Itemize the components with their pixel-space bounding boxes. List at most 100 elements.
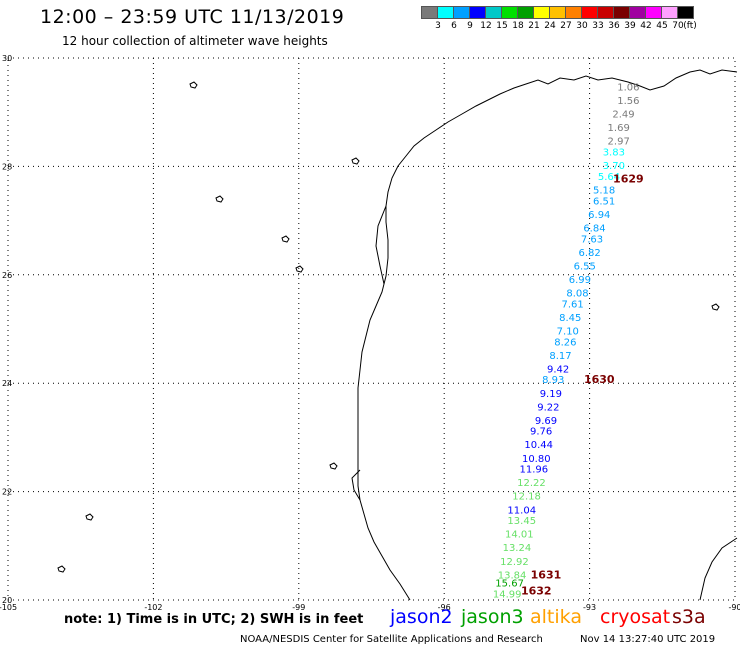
wave-height-value: 11.04 [507,505,536,516]
wave-height-value: 2.49 [612,110,634,121]
inland-water [189,81,198,89]
inland-water [215,195,224,203]
lat-label: 30 [2,54,12,63]
inland-water [85,513,94,521]
color-scale-legend: 3 6 9 12 15 18 21 24 27 30 33 36 39 42 45 70 (ft) [421,6,740,33]
wave-height-value: 8.93 [542,375,564,386]
scale-label: 9 [467,21,473,31]
track-number: 1629 [613,173,644,186]
satellite-cryosat: cryosat [600,606,671,628]
wave-height-value: 9.22 [537,402,559,413]
wave-height-value: 5.18 [593,186,615,197]
wave-height-value: 9.19 [540,389,562,400]
wave-height-value: 12.18 [512,492,541,503]
wave-height-value: 6.94 [588,210,610,221]
gulf-coastline [357,69,738,601]
lon-label: -99 [292,603,305,612]
wave-height-value: 6.84 [583,223,605,234]
scale-label: 3 [435,21,441,31]
wave-height-value: 6.51 [593,196,615,207]
satellite-jason2: jason2 [390,606,453,628]
wave-height-value: 6.82 [578,248,600,259]
scale-label: 33 [592,21,604,31]
lon-label: -105 [0,603,17,612]
scale-swatch [581,6,598,19]
scale-swatch [549,6,566,19]
track-number: 1632 [521,585,552,598]
credit-line: NOAA/NESDIS Center for Satellite Applica… [240,634,543,645]
wave-height-value: 6.99 [569,275,591,286]
lon-label: -90 [728,603,740,612]
scale-swatch [533,6,550,19]
wave-height-value: 1.69 [608,123,630,134]
scale-swatch [517,6,534,19]
lat-lon-grid [7,57,736,601]
wave-height-value: 1.06 [617,83,639,94]
wave-height-value: 12.22 [517,478,546,489]
wave-height-value: 8.08 [566,288,588,299]
inland-water [711,303,720,311]
scale-swatch [613,6,630,19]
wave-height-value: 15.67 [495,578,524,589]
wave-height-value: 12.92 [500,557,529,568]
wave-height-value: 7.63 [581,234,603,245]
scale-label: 45 [656,21,668,31]
page-title: 12:00 – 23:59 UTC 11/13/2019 [40,6,345,28]
scale-label: 24 [544,21,556,31]
wave-height-value: 9.69 [535,416,557,427]
scale-label: 12 [480,21,492,31]
wave-height-value: 3.70 [603,161,625,172]
scale-swatch [453,6,470,19]
lat-label: 20 [2,596,12,605]
inland-water [57,565,66,573]
scale-swatch [485,6,502,19]
wave-height-value: 8.26 [554,337,576,348]
generated-timestamp: Nov 14 13:27:40 UTC 2019 [580,634,716,645]
wave-height-value: 3.83 [603,148,625,159]
lon-label: -93 [583,603,596,612]
scale-swatch [501,6,518,19]
wave-height-value: 9.42 [547,364,569,375]
wave-height-value: 7.61 [562,299,584,310]
inland-water [329,462,338,470]
wave-height-observations: 1.06 1.56 2.49 1.69 2.973.83 3.705.64 5.186.51… [493,83,640,601]
wave-height-value: 6.55 [574,261,596,272]
wave-height-value: 14.99 [493,589,522,600]
scale-label: 70 [672,21,684,31]
scale-swatch [645,6,662,19]
lat-label: 28 [2,162,12,171]
axis-labels: 30 28 26 24 22 20-105 -102 -99 -96 -93 -90 [0,54,740,612]
wave-height-value: 14.01 [505,530,534,541]
lon-label: -102 [144,603,162,612]
satellite-jason3: jason3 [461,606,524,628]
inland-water [281,235,290,243]
yucatan-coast [699,537,738,601]
wave-height-value: 7.10 [557,326,579,337]
wave-height-value: 9.76 [530,427,552,438]
page-subtitle: 12 hour collection of altimeter wave hei… [62,34,328,48]
scale-swatch [661,6,678,19]
track-number: 1630 [584,373,615,386]
scale-swatch [597,6,614,19]
satellite-s3a: s3a [672,606,706,628]
scale-swatch [437,6,454,19]
scale-label: 15 [496,21,508,31]
wave-height-value: 5.64 [598,172,620,183]
wave-height-value: 13.84 [498,570,527,581]
scale-swatch [469,6,486,19]
scale-label: 42 [640,21,652,31]
footer-note: note: 1) Time is in UTC; 2) SWH is in fe… [64,612,364,627]
scale-swatch [565,6,582,19]
scale-label: 18 [512,21,524,31]
scale-label: 39 [624,21,636,31]
wave-height-value: 10.80 [522,454,551,465]
wave-height-value: 8.17 [549,351,571,362]
wave-height-value: 13.45 [507,516,536,527]
barrier-island [375,205,387,285]
lat-label: 22 [2,488,12,497]
scale-swatch [421,6,438,19]
wave-height-value: 10.44 [524,440,553,451]
scale-label: 36 [608,21,620,31]
wave-height-value: 2.97 [608,137,630,148]
